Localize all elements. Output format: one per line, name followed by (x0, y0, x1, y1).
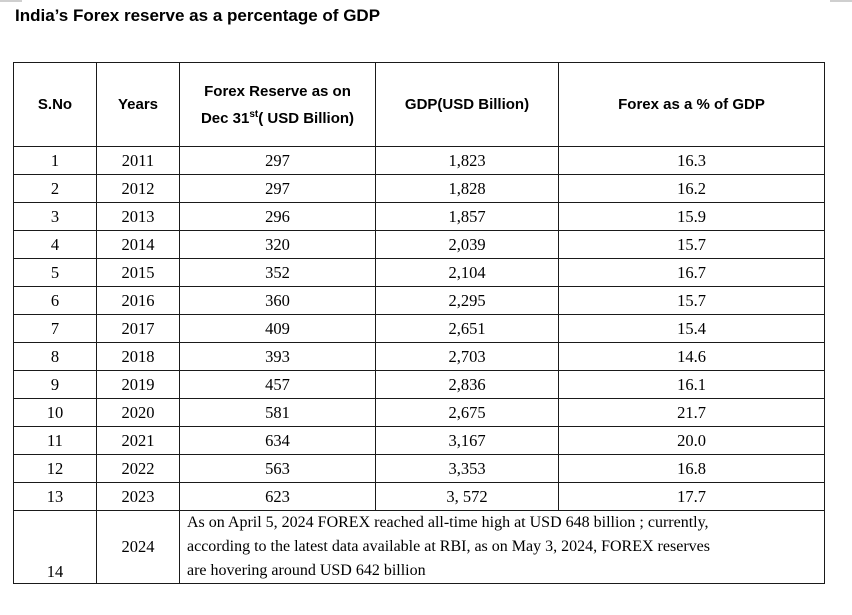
cell-note: As on April 5, 2024 FOREX reached all-ti… (179, 510, 825, 584)
cell-gdp: 2,039 (375, 230, 559, 259)
table-row-last: 14 2024 As on April 5, 2024 FOREX reache… (13, 510, 825, 584)
cell-year: 2019 (96, 370, 180, 399)
cell-forex: 623 (179, 482, 376, 511)
header-row: S.No Years Forex Reserve as on Dec 31st(… (13, 62, 825, 147)
header-sno: S.No (13, 62, 97, 147)
cell-sno: 12 (13, 454, 97, 483)
cell-forex: 634 (179, 426, 376, 455)
cell-sno: 5 (13, 258, 97, 287)
cell-sno: 6 (13, 286, 97, 315)
cell-gdp: 3,167 (375, 426, 559, 455)
header-forex-line2-post: ( USD Billion) (258, 109, 355, 127)
cell-year: 2020 (96, 398, 180, 427)
cell-sno: 1 (13, 146, 97, 175)
header-gdp: GDP(USD Billion) (375, 62, 559, 147)
page-title: India’s Forex reserve as a percentage of… (15, 6, 381, 25)
cell-forex: 352 (179, 258, 376, 287)
cell-sno: 3 (13, 202, 97, 231)
cell-sno: 10 (13, 398, 97, 427)
cell-gdp: 2,675 (375, 398, 559, 427)
cell-gdp: 2,651 (375, 314, 559, 343)
note-line-3: are hovering around USD 642 billion (187, 562, 426, 579)
cell-sno: 14 (13, 510, 97, 584)
cell-gdp: 1,857 (375, 202, 559, 231)
table-row: 13 2023 623 3, 572 17.7 (13, 482, 825, 511)
table-row: 1 2011 297 1,823 16.3 (13, 146, 825, 175)
table-row: 12 2022 563 3,353 16.8 (13, 454, 825, 483)
cell-year: 2014 (96, 230, 180, 259)
cell-pct: 15.4 (558, 314, 825, 343)
table-row: 10 2020 581 2,675 21.7 (13, 398, 825, 427)
cell-sno: 11 (13, 426, 97, 455)
cell-sno: 9 (13, 370, 97, 399)
cell-sno: 7 (13, 314, 97, 343)
table-row: 6 2016 360 2,295 15.7 (13, 286, 825, 315)
cell-pct: 16.3 (558, 146, 825, 175)
cell-year: 2022 (96, 454, 180, 483)
table-row: 2 2012 297 1,828 16.2 (13, 174, 825, 203)
table-row: 8 2018 393 2,703 14.6 (13, 342, 825, 371)
cell-year: 2015 (96, 258, 180, 287)
cell-pct: 15.9 (558, 202, 825, 231)
cell-forex: 393 (179, 342, 376, 371)
cell-sno: 4 (13, 230, 97, 259)
header-forex-line2-sup: st (249, 108, 259, 120)
header-forex-pct: Forex as a % of GDP (558, 62, 825, 147)
cell-sno: 13 (13, 482, 97, 511)
cell-gdp: 2,295 (375, 286, 559, 315)
cell-pct: 14.6 (558, 342, 825, 371)
note-line-2: according to the latest data available a… (187, 538, 710, 555)
note-line-1: As on April 5, 2024 FOREX reached all-ti… (187, 514, 709, 531)
header-forex-line2-pre: Dec 31 (200, 109, 250, 127)
cell-year: 2021 (96, 426, 180, 455)
cell-sno: 2 (13, 174, 97, 203)
cell-gdp: 2,836 (375, 370, 559, 399)
cell-pct: 20.0 (558, 426, 825, 455)
table-row: 5 2015 352 2,104 16.7 (13, 258, 825, 287)
cell-pct: 21.7 (558, 398, 825, 427)
cell-year: 2011 (96, 146, 180, 175)
cell-pct: 17.7 (558, 482, 825, 511)
table-row: 9 2019 457 2,836 16.1 (13, 370, 825, 399)
cell-pct: 16.2 (558, 174, 825, 203)
cell-year: 2023 (96, 482, 180, 511)
cell-forex: 320 (179, 230, 376, 259)
table-row: 7 2017 409 2,651 15.4 (13, 314, 825, 343)
cell-forex: 563 (179, 454, 376, 483)
forex-table: S.No Years Forex Reserve as on Dec 31st(… (13, 62, 825, 584)
table-row: 11 2021 634 3,167 20.0 (13, 426, 825, 455)
header-forex-line1: Forex Reserve as on (204, 82, 351, 100)
cell-year: 2013 (96, 202, 180, 231)
cell-year: 2018 (96, 342, 180, 371)
header-years: Years (96, 62, 180, 147)
table-row: 3 2013 296 1,857 15.9 (13, 202, 825, 231)
cell-forex: 297 (179, 174, 376, 203)
table-row: 4 2014 320 2,039 15.7 (13, 230, 825, 259)
cell-forex: 297 (179, 146, 376, 175)
cell-gdp: 2,703 (375, 342, 559, 371)
cell-gdp: 2,104 (375, 258, 559, 287)
cell-forex: 296 (179, 202, 376, 231)
cell-pct: 16.8 (558, 454, 825, 483)
cell-forex: 581 (179, 398, 376, 427)
cell-pct: 15.7 (558, 286, 825, 315)
cell-year: 2017 (96, 314, 180, 343)
cell-pct: 16.1 (558, 370, 825, 399)
header-forex-reserve: Forex Reserve as on Dec 31st( USD Billio… (179, 62, 376, 147)
window-corner-right (830, 0, 852, 2)
cell-gdp: 3, 572 (375, 482, 559, 511)
cell-pct: 16.7 (558, 258, 825, 287)
cell-forex: 409 (179, 314, 376, 343)
cell-gdp: 1,823 (375, 146, 559, 175)
window-corner-left (0, 0, 22, 2)
cell-forex: 360 (179, 286, 376, 315)
cell-year: 2016 (96, 286, 180, 315)
cell-year: 2012 (96, 174, 180, 203)
cell-year: 2024 (96, 510, 180, 584)
cell-gdp: 3,353 (375, 454, 559, 483)
cell-pct: 15.7 (558, 230, 825, 259)
cell-sno: 8 (13, 342, 97, 371)
cell-gdp: 1,828 (375, 174, 559, 203)
cell-forex: 457 (179, 370, 376, 399)
